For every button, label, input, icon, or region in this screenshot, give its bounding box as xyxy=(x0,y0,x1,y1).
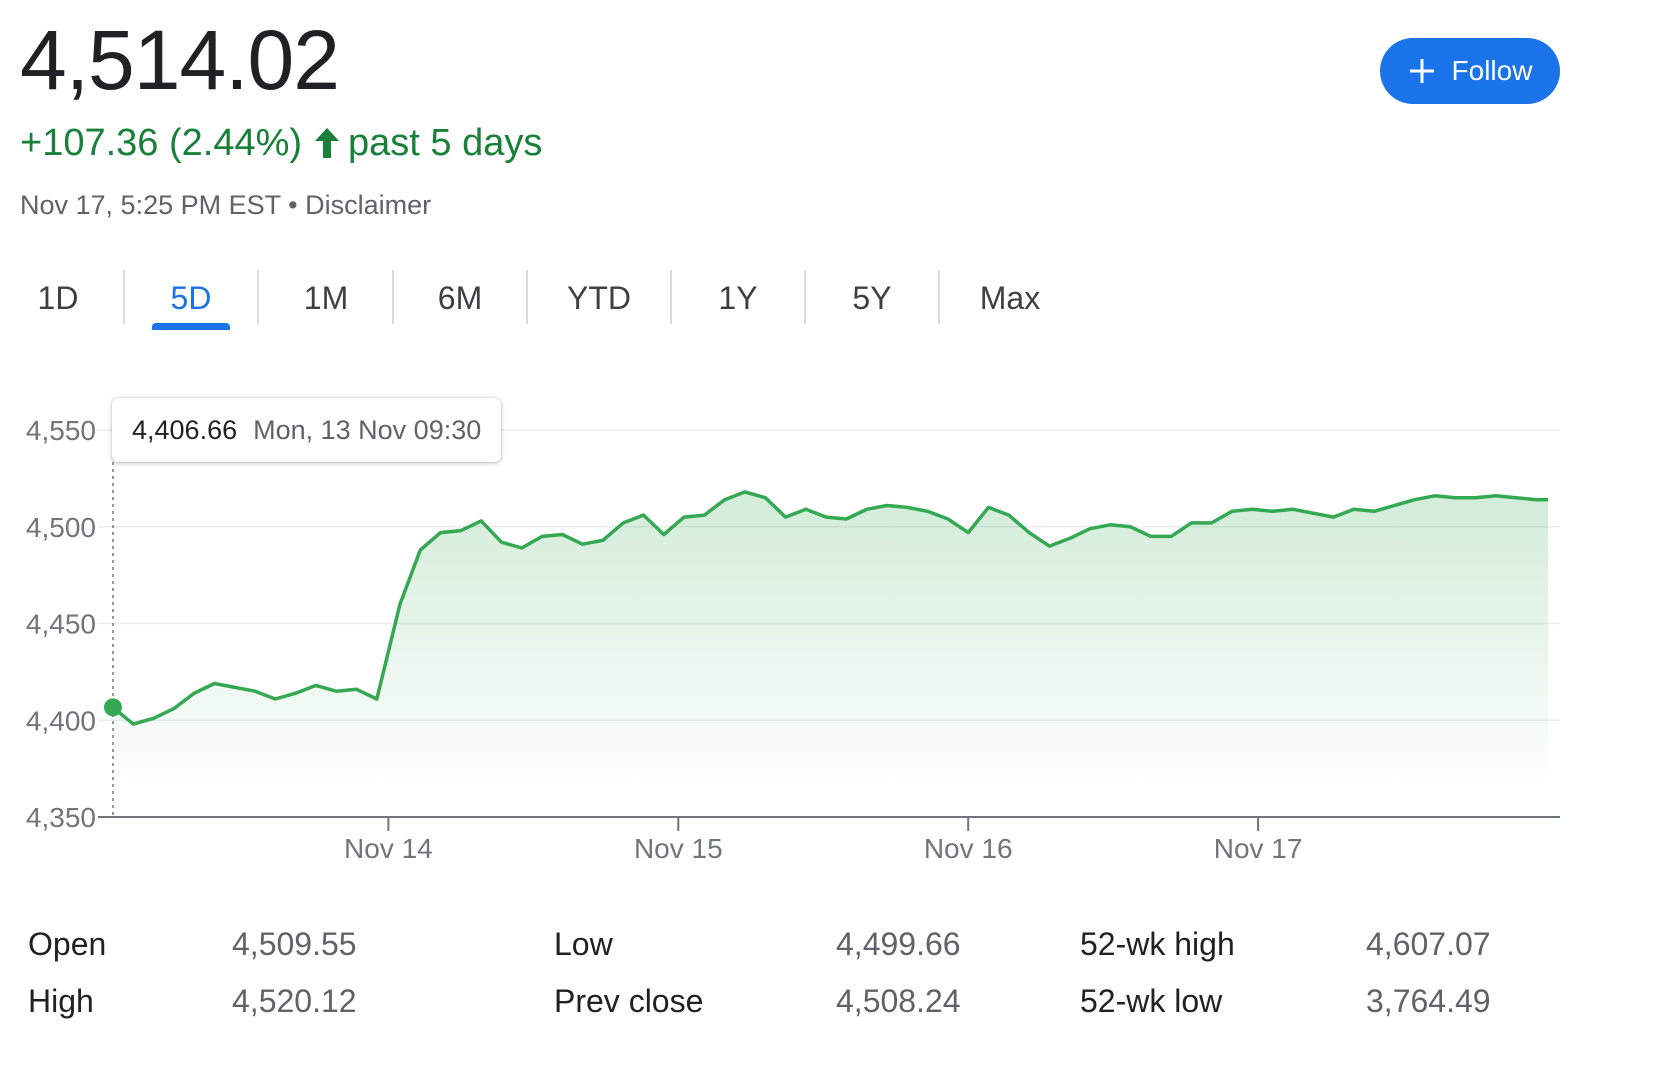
stat-52wk-high-value: 4,607.07 xyxy=(1366,926,1491,962)
tab-divider xyxy=(123,270,125,324)
x-tick-label: Nov 16 xyxy=(924,833,1013,864)
tab-divider xyxy=(938,270,940,324)
y-tick-label: 4,450 xyxy=(26,609,96,640)
quote-timestamp: Nov 17, 5:25 PM EST xyxy=(20,190,281,220)
change-period: past 5 days xyxy=(348,122,543,164)
x-tick-label: Nov 14 xyxy=(344,833,433,864)
tab-divider xyxy=(392,270,394,324)
x-tick-label: Nov 17 xyxy=(1214,833,1303,864)
stat-low-value: 4,499.66 xyxy=(836,926,961,962)
tab-ytd[interactable]: YTD xyxy=(567,279,631,316)
meta-separator: • xyxy=(288,190,298,220)
stat-prev-close-label: Prev close xyxy=(554,983,704,1019)
tab-5y[interactable]: 5Y xyxy=(852,279,892,316)
tab-divider xyxy=(804,270,806,324)
stat-high-value: 4,520.12 xyxy=(232,983,357,1019)
x-axis-ticks: Nov 14 Nov 15 Nov 16 Nov 17 xyxy=(344,817,1302,864)
tooltip-value: 4,406.66 xyxy=(132,414,238,445)
tab-max[interactable]: Max xyxy=(979,279,1041,316)
stat-prev-close-value: 4,508.24 xyxy=(836,983,961,1019)
tab-1m[interactable]: 1M xyxy=(303,279,349,316)
follow-button[interactable]: Follow xyxy=(1380,38,1560,104)
stock-price: 4,514.02 xyxy=(20,13,340,107)
tooltip-date: Mon, 13 Nov 09:30 xyxy=(253,414,482,445)
y-tick-label: 4,350 xyxy=(26,802,96,833)
range-tabs: 1D 5D 1M 6M YTD 1Y 5Y Max xyxy=(0,262,1120,334)
stat-52wk-low-label: 52-wk low xyxy=(1080,983,1223,1019)
stat-52wk-high-label: 52-wk high xyxy=(1080,926,1235,962)
quote-meta: Nov 17, 5:25 PM EST • Disclaimer xyxy=(20,188,431,222)
tab-divider xyxy=(670,270,672,324)
hover-point xyxy=(104,698,122,717)
follow-label: Follow xyxy=(1451,55,1533,86)
y-tick-label: 4,400 xyxy=(26,705,96,736)
stat-52wk-low-value: 3,764.49 xyxy=(1366,983,1491,1019)
chart-tooltip: 4,406.66 Mon, 13 Nov 09:30 xyxy=(112,398,502,462)
stat-low-label: Low xyxy=(554,926,613,962)
y-axis-labels: 4,550 4,500 4,450 4,400 4,350 xyxy=(26,415,96,833)
tab-6m[interactable]: 6M xyxy=(437,279,483,316)
stat-open-label: Open xyxy=(28,926,107,962)
x-tick-label: Nov 15 xyxy=(634,833,723,864)
tab-5d[interactable]: 5D xyxy=(126,262,256,334)
change-amount: +107.36 (2.44%) xyxy=(20,122,303,164)
disclaimer-link[interactable]: Disclaimer xyxy=(305,190,432,220)
tab-divider xyxy=(257,270,259,324)
price-change: +107.36 (2.44%) past 5 days xyxy=(20,120,542,166)
tab-divider xyxy=(526,270,528,324)
quote-stats: Open 4,509.55 High 4,520.12 Low 4,499.66… xyxy=(0,918,1658,1088)
plus-icon xyxy=(1409,59,1434,83)
tab-1d[interactable]: 1D xyxy=(37,279,79,316)
price-line xyxy=(111,490,1549,726)
y-tick-label: 4,550 xyxy=(26,415,96,446)
y-tick-label: 4,500 xyxy=(26,512,96,543)
stat-open-value: 4,509.55 xyxy=(232,926,357,962)
arrow-up-icon xyxy=(315,128,340,158)
tab-1y[interactable]: 1Y xyxy=(718,279,758,316)
stat-high-label: High xyxy=(28,983,94,1019)
chart-area-fill xyxy=(113,491,1548,794)
